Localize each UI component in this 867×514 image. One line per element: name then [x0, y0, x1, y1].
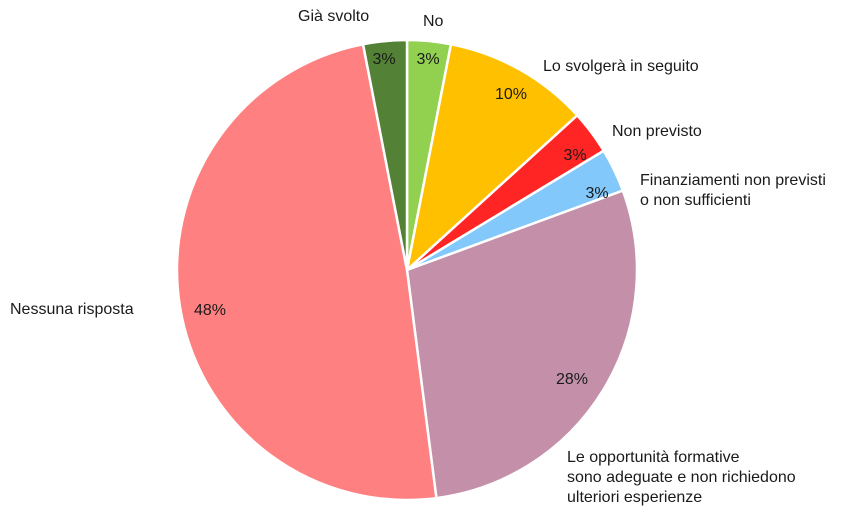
category-label-line: o non sufficienti [640, 192, 751, 209]
category-label: Le opportunità formative sono adeguate e … [567, 449, 796, 506]
category-label: Finanziamenti non previsti o non sufficie… [640, 172, 826, 209]
category-label: No [423, 13, 444, 30]
category-label: Nessuna risposta [10, 301, 134, 318]
category-label-line: ulteriori esperienze [567, 489, 702, 506]
category-label-line: Finanziamenti non previsti [640, 172, 826, 189]
data-label: 28% [556, 371, 588, 388]
category-label: Non previsto [612, 123, 702, 140]
category-label: Già svolto [298, 8, 369, 25]
data-label: 10% [495, 86, 527, 103]
data-label: 3% [372, 51, 395, 68]
category-label-line: Le opportunità formative [567, 449, 740, 466]
category-label: Lo svolgerà in seguito [543, 58, 699, 75]
pie-slice [175, 42, 438, 502]
data-label: 48% [194, 302, 226, 319]
pie-slice [405, 42, 580, 274]
pie-slice [361, 38, 409, 271]
data-label: 3% [563, 147, 586, 164]
data-label: 3% [585, 185, 608, 202]
category-label-line: sono adeguate e non richiedono [567, 469, 796, 486]
pie-slice [405, 188, 639, 500]
data-label: 3% [416, 51, 439, 68]
